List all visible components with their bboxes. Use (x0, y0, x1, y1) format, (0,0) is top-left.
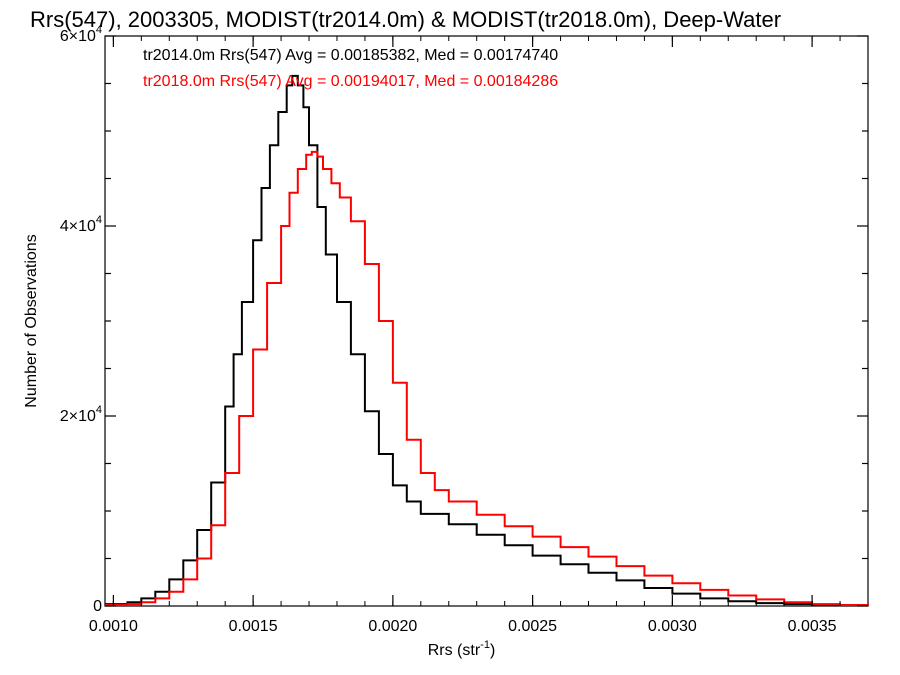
plot-frame (104, 35, 869, 607)
x-tick-label: 0.0025 (508, 618, 557, 635)
x-tick-label: 0.0035 (788, 618, 837, 635)
x-tick-label: 0.0015 (229, 618, 278, 635)
chart-title: Rrs(547), 2003305, MODIST(tr2014.0m) & M… (30, 7, 781, 32)
x-axis-label-sup: -1 (480, 639, 490, 651)
x-axis-label-base: Rrs (str (428, 642, 481, 659)
x-tick-label: 0.0030 (648, 618, 697, 635)
x-axis-label: Rrs (str-1) (428, 639, 496, 659)
legend: tr2014.0m Rrs(547) Avg = 0.00185382, Med… (143, 47, 558, 90)
y-tick-label: 2×104 (60, 404, 102, 425)
y-tick-label: 0 (93, 598, 102, 615)
x-tick-label: 0.0020 (368, 618, 417, 635)
y-tick-exponent: 4 (96, 24, 102, 36)
axis-ticks: 0.0010 0.0015 0.0020 0.0025 0.0030 0.0035 0 2×1… (60, 24, 868, 635)
series-group (105, 74, 869, 607)
x-axis-label-close: ) (490, 642, 495, 659)
legend-entry-1: tr2014.0m Rrs(547) Avg = 0.00185382, Med… (143, 47, 558, 64)
legend-entry-2: tr2018.0m Rrs(547) Avg = 0.00194017, Med… (143, 73, 558, 90)
series-line-2 (105, 150, 869, 606)
x-tick-label: 0.0010 (89, 618, 138, 635)
y-tick-exponent: 4 (96, 214, 102, 226)
series-line-1 (105, 74, 869, 607)
y-tick-exponent: 4 (96, 404, 102, 416)
y-tick-label: 6×104 (60, 24, 102, 45)
y-axis-label: Number of Observations (23, 234, 40, 407)
plot-area-border (104, 35, 869, 607)
y-tick-label: 4×104 (60, 214, 102, 235)
